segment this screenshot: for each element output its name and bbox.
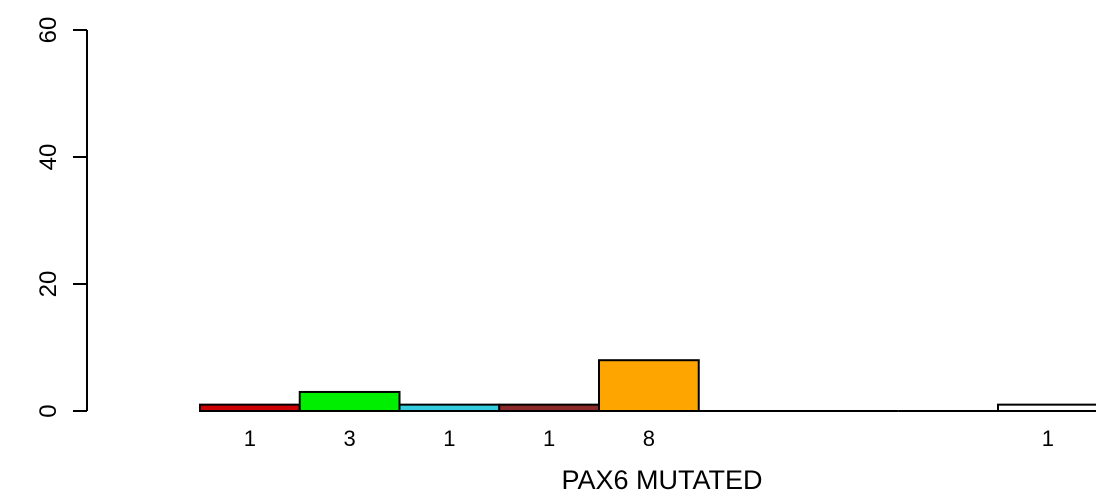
bar (498, 403, 600, 412)
bar (199, 403, 301, 412)
bar-value-label: 1 (1042, 426, 1054, 451)
y-tick-label: 60 (35, 17, 62, 44)
bar (997, 403, 1096, 412)
y-tick-label: 20 (35, 271, 62, 298)
y-tick-label: 40 (35, 144, 62, 171)
bar (398, 403, 501, 412)
x-axis-title: PAX6 MUTATED (561, 465, 762, 495)
bar-value-label: 1 (443, 426, 455, 451)
bar-value-label: 3 (344, 426, 356, 451)
bar (298, 390, 401, 413)
bar-value-label: 1 (244, 426, 256, 451)
y-tick-label: 0 (35, 404, 62, 417)
bar-group (199, 359, 1096, 413)
bar (598, 359, 700, 413)
bar-value-label: 8 (643, 426, 655, 451)
y-axis: 0 20 40 60 (35, 17, 88, 418)
bar-label-group: 1 3 1 1 8 1 (244, 426, 1054, 451)
bar-value-label: 1 (543, 426, 555, 451)
